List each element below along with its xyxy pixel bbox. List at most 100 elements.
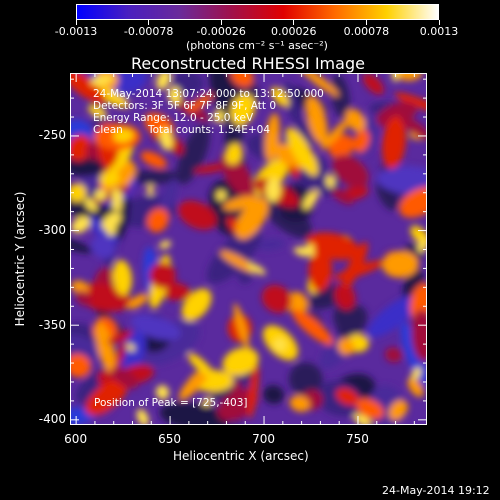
heatmap-blob — [225, 143, 243, 165]
heatmap-plot — [70, 73, 427, 425]
heatmap-blob — [178, 200, 217, 230]
heatmap-blob — [130, 314, 181, 341]
heatmap-blob — [247, 262, 266, 275]
heatmap-blob — [216, 190, 227, 201]
colorbar-tick-mark — [148, 20, 150, 25]
colorbar-tick-label: -0.00078 — [123, 25, 174, 38]
axis-ticks — [70, 73, 427, 425]
heatmap-blob — [298, 73, 340, 97]
heatmap-blob — [87, 216, 118, 245]
heatmap-blob — [271, 87, 290, 107]
y-tick-label: -300 — [38, 223, 66, 238]
annotation-clean: Clean — [93, 124, 123, 136]
heatmap-blob — [289, 395, 310, 412]
heatmap-blob — [155, 385, 170, 400]
heatmap-blob — [273, 338, 286, 352]
heatmap-blob — [202, 397, 212, 407]
heatmap-blob — [384, 347, 403, 363]
heatmap-blob — [84, 197, 98, 212]
heatmap-blob — [388, 399, 408, 421]
heatmap-blob — [261, 284, 292, 313]
heatmap-blob — [299, 243, 315, 257]
heatmap-blob — [325, 174, 335, 188]
heatmap-blob — [334, 283, 356, 310]
heatmap-blob — [213, 110, 225, 123]
heatmap-blob — [333, 300, 364, 333]
heatmap-blob — [146, 208, 169, 233]
y-axis-label: Heliocentric Y (arcsec) — [13, 191, 27, 327]
heatmap-blob — [400, 322, 427, 386]
heatmap-blob — [286, 291, 308, 316]
heatmap-blob — [362, 73, 384, 95]
heatmap-blob — [85, 378, 128, 416]
heatmap-blob — [71, 280, 89, 295]
heatmap-blob — [70, 73, 106, 104]
plot-title: Reconstructed RHESSI Image — [131, 54, 365, 73]
annotation-energy-range: Energy Range: 12.0 - 25.0 keV — [93, 112, 254, 124]
heatmap-blob — [146, 184, 154, 196]
heatmap-blob — [235, 198, 269, 240]
heatmap-blob — [332, 154, 369, 188]
heatmap-blob — [222, 347, 259, 376]
heatmap-blob — [286, 127, 319, 176]
heatmap-blob — [331, 188, 354, 205]
heatmap-blob — [159, 240, 172, 249]
colorbar-tick-mark — [438, 20, 440, 25]
heatmap-blob — [320, 117, 351, 151]
heatmap-blob — [70, 183, 87, 202]
colorbar-tick-label: 0.00026 — [271, 25, 317, 38]
heatmap-blob — [400, 116, 427, 140]
colorbar-tick-mark — [365, 20, 367, 25]
heatmap-blob — [394, 92, 427, 112]
heatmap-blob — [292, 309, 334, 346]
heatmap-blob — [328, 134, 355, 159]
heatmap-blob — [337, 338, 355, 356]
heatmap-blob — [178, 365, 212, 400]
heatmap-blob — [288, 362, 323, 396]
colorbar-gradient — [77, 5, 438, 19]
colorbar-tick-mark — [220, 20, 222, 25]
heatmap-blob — [376, 165, 427, 194]
heatmap-blob — [126, 343, 135, 352]
heatmap-blob — [70, 353, 91, 378]
heatmap-blob — [407, 378, 424, 397]
heatmap-blob — [233, 303, 249, 349]
heatmap-blob — [219, 250, 257, 273]
heatmap-blob — [284, 82, 302, 125]
heatmap-blob — [113, 128, 134, 143]
heatmap-blob — [99, 171, 120, 187]
heatmap-blob — [222, 195, 260, 211]
heatmap-blob — [176, 124, 210, 185]
heatmap-blob — [109, 144, 134, 173]
heatmap-blob — [409, 283, 427, 322]
heatmap-blob — [343, 241, 368, 289]
heatmap-blob — [156, 73, 171, 90]
heatmap-blob — [399, 186, 427, 218]
heatmap-blobs — [70, 73, 427, 425]
heatmap-blob — [94, 189, 107, 201]
x-tick-label: 600 — [64, 432, 88, 446]
annotation-peak: Position of Peak = [725,-403] — [94, 397, 248, 409]
heatmap-blob — [335, 387, 359, 406]
heatmap-blob — [168, 86, 182, 105]
colorbar-tick-mark — [75, 20, 77, 25]
colorbar-tick-mark — [293, 20, 295, 25]
heatmap-blob — [227, 379, 241, 420]
heatmap-blob — [367, 294, 420, 338]
colorbar-unit-label: (photons cm⁻² s⁻¹ asec⁻²) — [186, 39, 328, 52]
heatmap-blob — [70, 407, 97, 425]
colorbar — [76, 4, 439, 20]
heatmap-blob — [172, 73, 204, 95]
heatmap-blob — [104, 160, 136, 195]
heatmap-blob — [70, 334, 99, 366]
heatmap-blob — [107, 330, 133, 345]
heatmap-blob — [111, 366, 139, 389]
colorbar-tick-label: -0.0013 — [54, 25, 98, 38]
heatmap-blob — [187, 93, 214, 112]
heatmap-blob — [87, 105, 107, 118]
x-tick-label: 700 — [252, 432, 275, 446]
heatmap-blob — [112, 259, 132, 296]
y-tick-label: -400 — [38, 412, 66, 427]
y-tick-label: -250 — [38, 128, 66, 143]
colorbar-tick-label: 0.0013 — [419, 25, 459, 38]
